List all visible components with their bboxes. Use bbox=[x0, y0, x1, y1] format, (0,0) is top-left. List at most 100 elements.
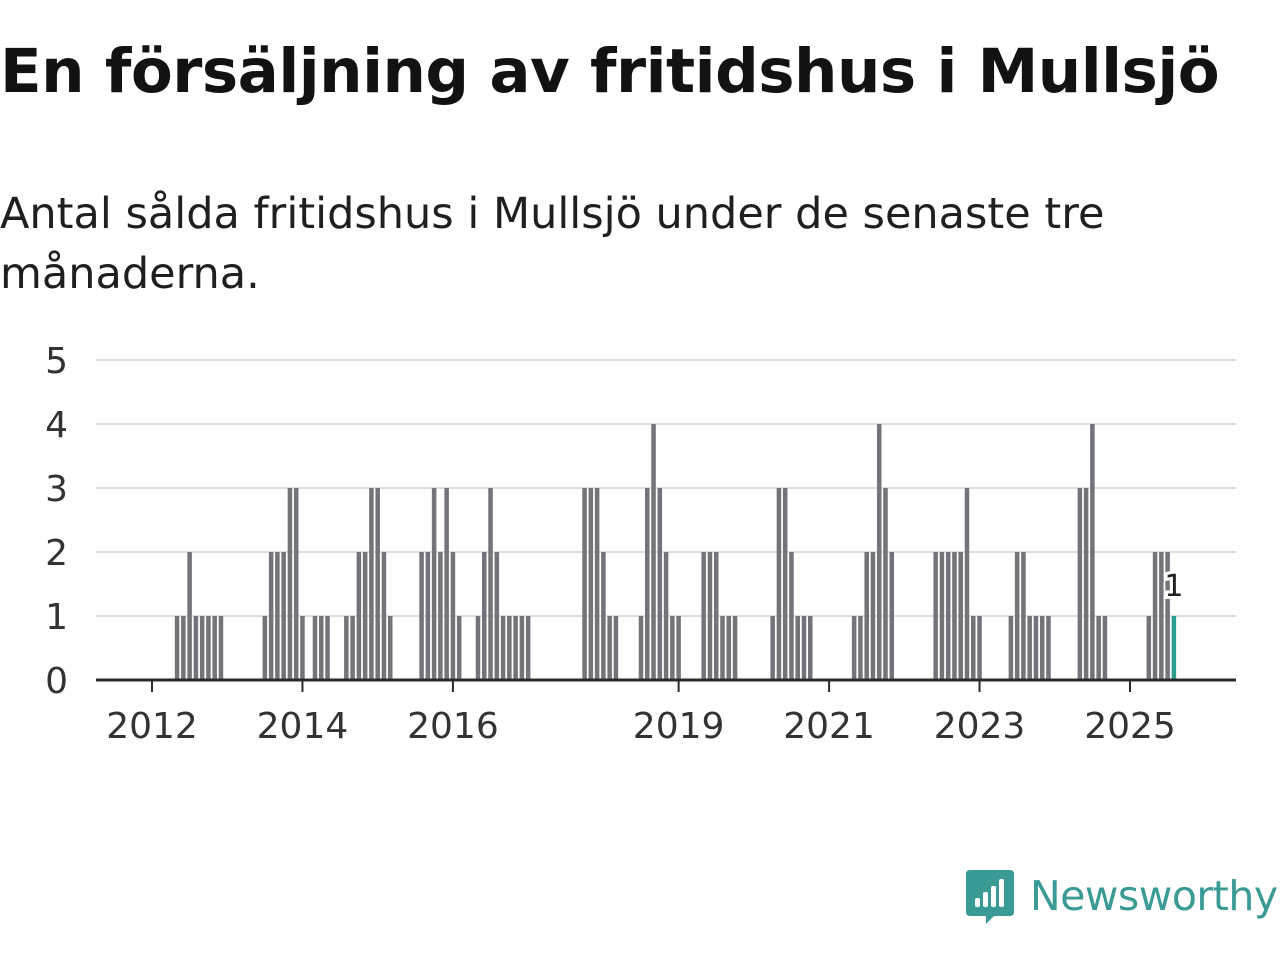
bar-highlight bbox=[1171, 616, 1177, 680]
bar bbox=[858, 616, 863, 680]
bar bbox=[945, 552, 951, 680]
bar bbox=[475, 616, 481, 680]
bar bbox=[1046, 616, 1051, 680]
x-axis-labels: 2012 2014 2016 2019 2021 2023 2025 bbox=[106, 706, 1176, 747]
highlight-data-label: 1 bbox=[1164, 569, 1183, 604]
bars bbox=[174, 424, 1177, 680]
chart-subtitle: Antal sålda fritidshus i Mullsjö under d… bbox=[0, 189, 1105, 299]
bar bbox=[801, 616, 807, 680]
bar bbox=[663, 552, 669, 680]
x-tick-label: 2014 bbox=[257, 706, 349, 747]
gridlines bbox=[96, 359, 1236, 617]
bar bbox=[425, 552, 431, 680]
bar bbox=[325, 616, 330, 680]
bar bbox=[889, 552, 895, 680]
bar bbox=[1159, 552, 1164, 680]
y-tick-label: 2 bbox=[45, 533, 68, 574]
bar bbox=[1027, 616, 1032, 680]
x-tick-label: 2012 bbox=[106, 706, 198, 747]
bar bbox=[1096, 616, 1101, 680]
bar bbox=[607, 616, 612, 680]
bar bbox=[513, 616, 518, 680]
bar bbox=[218, 616, 224, 680]
bar bbox=[431, 488, 437, 680]
bar bbox=[1008, 616, 1014, 680]
newsworthy-logo-icon bbox=[966, 870, 1014, 924]
bar bbox=[770, 616, 775, 680]
bar bbox=[1021, 552, 1026, 680]
bar bbox=[356, 552, 362, 680]
bar bbox=[387, 616, 393, 680]
chart-title: En försäljning av fritidshus i Mullsjö bbox=[0, 36, 1220, 107]
bar bbox=[876, 424, 882, 680]
bar bbox=[1102, 616, 1108, 680]
bar bbox=[864, 552, 869, 680]
bar bbox=[701, 552, 706, 680]
x-tick-label: 2019 bbox=[633, 706, 725, 747]
bar bbox=[300, 616, 305, 680]
bar bbox=[676, 616, 681, 680]
bar bbox=[707, 552, 713, 680]
bar bbox=[174, 616, 180, 680]
bar bbox=[601, 552, 606, 680]
bar bbox=[638, 616, 644, 680]
bar bbox=[193, 616, 199, 680]
bar bbox=[933, 552, 938, 680]
bar bbox=[444, 488, 449, 680]
x-tick-label: 2021 bbox=[783, 706, 875, 747]
bar bbox=[293, 488, 299, 680]
bar bbox=[732, 616, 738, 680]
bar bbox=[1033, 616, 1039, 680]
bar bbox=[488, 488, 493, 680]
bar bbox=[795, 616, 800, 680]
bar bbox=[851, 616, 857, 680]
bar bbox=[870, 552, 876, 680]
x-tick-label: 2016 bbox=[407, 706, 499, 747]
y-tick-label: 0 bbox=[45, 661, 68, 702]
bar bbox=[262, 616, 268, 680]
bar bbox=[645, 488, 650, 680]
bar bbox=[275, 552, 280, 680]
bar bbox=[187, 552, 192, 680]
y-tick-label: 5 bbox=[45, 341, 68, 382]
bar bbox=[268, 552, 274, 680]
bar bbox=[720, 616, 725, 680]
bar bbox=[212, 616, 217, 680]
bar bbox=[494, 552, 500, 680]
bar bbox=[519, 616, 525, 680]
bar bbox=[456, 616, 462, 680]
bar-chart: 0 1 2 3 4 5 2012 2014 2016 2019 2021 2023 2025 1 bbox=[45, 341, 1236, 747]
bar bbox=[952, 552, 957, 680]
bar bbox=[1077, 488, 1083, 680]
newsworthy-logo: Newsworthy bbox=[964, 866, 1278, 926]
bar bbox=[1152, 552, 1158, 680]
bar bbox=[206, 616, 211, 680]
bar bbox=[594, 488, 600, 680]
bar bbox=[419, 552, 424, 680]
bar bbox=[582, 488, 587, 680]
bar bbox=[1014, 552, 1020, 680]
x-tick-label: 2023 bbox=[934, 706, 1026, 747]
bar bbox=[776, 488, 782, 680]
bar bbox=[1039, 616, 1045, 680]
bar bbox=[482, 552, 487, 680]
bar bbox=[369, 488, 374, 680]
bar bbox=[1146, 616, 1152, 680]
bar bbox=[939, 552, 945, 680]
bar bbox=[438, 552, 443, 680]
y-tick-label: 4 bbox=[45, 405, 68, 446]
bar bbox=[507, 616, 512, 680]
brand-name: Newsworthy bbox=[1030, 872, 1278, 920]
bar bbox=[670, 616, 675, 680]
x-tick-label: 2025 bbox=[1084, 706, 1176, 747]
bar bbox=[782, 488, 788, 680]
bar bbox=[500, 616, 506, 680]
bar bbox=[181, 616, 186, 680]
bar bbox=[450, 552, 456, 680]
bar bbox=[726, 616, 732, 680]
bar bbox=[808, 616, 813, 680]
bar bbox=[362, 552, 368, 680]
bar bbox=[789, 552, 794, 680]
bar bbox=[287, 488, 293, 680]
bar bbox=[657, 488, 663, 680]
